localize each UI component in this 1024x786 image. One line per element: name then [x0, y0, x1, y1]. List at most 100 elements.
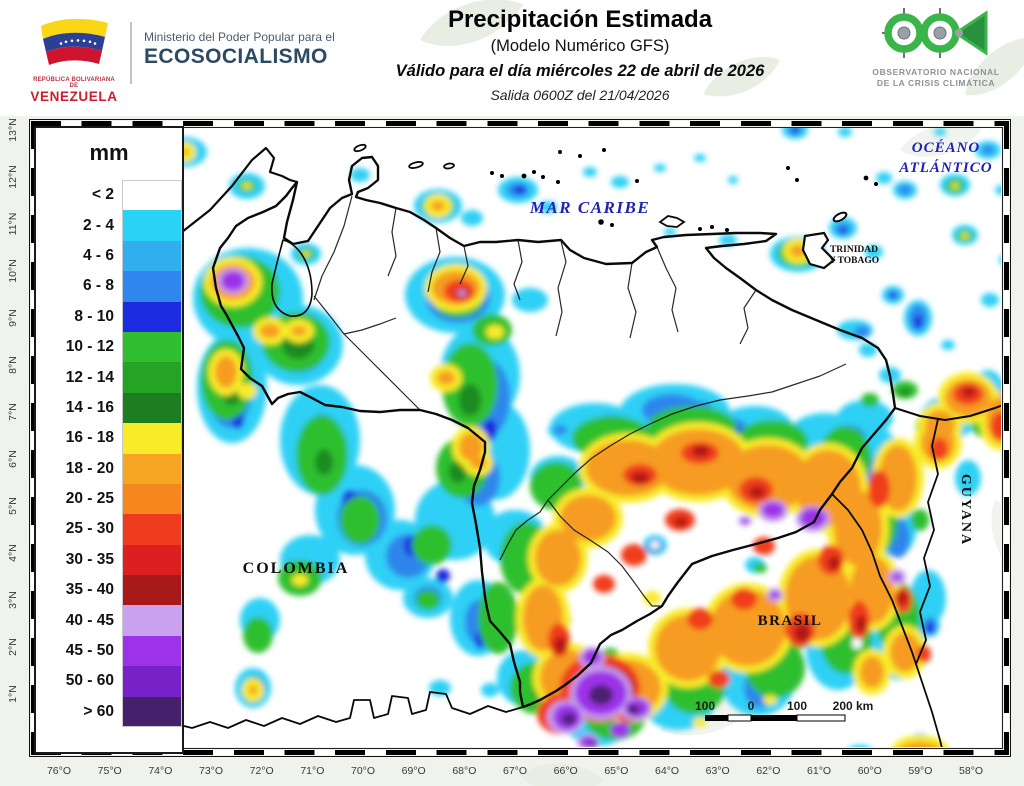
legend-color-swatch [122, 180, 182, 211]
lat-tick-label: 5°N [7, 497, 19, 515]
legend-range-label: > 60 [83, 702, 114, 720]
lon-tick-label: 71°O [300, 765, 324, 777]
lon-tick-label: 60°O [858, 765, 882, 777]
legend-row: 50 - 60 [36, 666, 182, 697]
trinidad-island [801, 231, 836, 270]
ministry-ecosocialismo: ECOSOCIALISMO [144, 45, 328, 68]
lat-tick-label: 8°N [7, 356, 19, 374]
lon-tick-label: 73°O [199, 765, 223, 777]
legend-row: 2 - 4 [36, 210, 182, 241]
legend-color-swatch [122, 635, 182, 667]
republic-label: REPÚBLICA BOLIVARIANA DE [33, 77, 115, 89]
country-borders [180, 146, 1001, 747]
legend-range-label: 2 - 4 [82, 216, 114, 234]
legend-row: 30 - 35 [36, 544, 182, 576]
lat-tick-label: 11°N [7, 213, 19, 236]
legend-row: 8 - 10 [36, 301, 182, 332]
legend-row: 40 - 45 [36, 605, 182, 636]
label-tobago: Y TOBAGO [829, 256, 879, 266]
legend-range-label: 14 - 16 [65, 398, 114, 416]
legend-range-label: 30 - 35 [65, 550, 114, 568]
lon-tick-label: 76°O [47, 765, 71, 777]
lat-tick-label: 2°N [7, 638, 19, 656]
ministry-name: Ministerio del Poder Popular para el [144, 30, 335, 44]
latitude-axis: 13°N 12°N 11°N 10°N 9°N 8°N 7°N 6°N 5°N 4°N 3°N 2°N… [7, 118, 19, 703]
legend-range-label: 8 - 10 [74, 307, 114, 325]
precipitation-field [163, 127, 1001, 747]
guyana-border-east [915, 418, 939, 665]
legend-range-label: 40 - 45 [65, 611, 114, 629]
lat-tick-label: 6°N [7, 450, 19, 468]
lake-maracaibo [271, 239, 313, 317]
label-mar-caribe: MAR CARIBE [529, 198, 650, 217]
legend-range-label: < 2 [92, 186, 114, 204]
legend-row: 35 - 40 [36, 575, 182, 606]
colombia-brazil-border [183, 691, 524, 729]
legend-row: 6 - 8 [36, 271, 182, 302]
legend-range-label: 6 - 8 [82, 277, 114, 295]
lon-tick-label: 67°O [503, 765, 527, 777]
model-subtitle: (Modelo Numérico GFS) [490, 37, 670, 55]
legend-title: mm [89, 140, 129, 165]
lon-tick-label: 68°O [452, 765, 476, 777]
legend-range-label: 12 - 14 [65, 368, 114, 386]
lon-tick-label: 64°O [655, 765, 679, 777]
legend-row: 18 - 20 [36, 453, 182, 484]
label-guyana: GUYANA [958, 474, 973, 546]
lat-tick-label: 12°N [7, 165, 19, 188]
legend-range-label: 20 - 25 [65, 490, 114, 508]
state-borders [313, 195, 847, 607]
lat-tick-label: 13°N [7, 118, 19, 141]
legend-range-label: 25 - 30 [65, 520, 114, 538]
lon-tick-label: 63°O [706, 765, 730, 777]
tobago-island [832, 211, 848, 223]
legend-row: < 2 [36, 180, 182, 211]
legend-color-swatch [122, 210, 182, 241]
lon-tick-label: 72°O [250, 765, 274, 777]
lat-tick-label: 7°N [7, 403, 19, 421]
lon-tick-label: 61°O [807, 765, 831, 777]
header-divider [130, 22, 132, 84]
legend-color-swatch [122, 362, 182, 393]
ministry-logo: REPÚBLICA BOLIVARIANA DE VENEZUELA Minis… [28, 14, 335, 104]
lat-tick-label: 3°N [7, 591, 19, 609]
label-brasil: BRASIL [758, 613, 823, 629]
lat-tick-label: 4°N [7, 544, 19, 562]
lon-tick-label: 62°O [756, 765, 780, 777]
legend-row: 45 - 50 [36, 635, 182, 667]
observatory-line2: DE LA CRISIS CLIMÁTICA [876, 78, 996, 89]
legend-row: 14 - 16 [36, 392, 182, 424]
small-islands [490, 148, 878, 232]
lon-tick-label: 59°O [908, 765, 932, 777]
guyana-brazil-border [831, 493, 943, 747]
legend-color-swatch [122, 483, 182, 515]
islands [353, 143, 878, 270]
legend: mm < 2 2 - 4 4 - 6 6 - 8 8 - 10 10 - 12 12 - 1… [34, 126, 184, 754]
legend-row: 10 - 12 [36, 331, 182, 363]
legend-color-swatch [122, 271, 182, 302]
legend-row: 12 - 14 [36, 362, 182, 393]
svg-text:100: 100 [695, 699, 715, 713]
lon-tick-label: 65°O [604, 765, 628, 777]
legend-range-label: 18 - 20 [65, 459, 114, 477]
legend-color-swatch [122, 301, 182, 332]
map-labels: MAR CARIBE OCÉANO ATLÁNTICO TRINIDAD Y T… [243, 139, 992, 629]
observatory-logo: OBSERVATORIO NACIONAL DE LA CRISIS CLIMÁ… [866, 6, 1006, 89]
legend-row: 20 - 25 [36, 483, 182, 515]
label-oceano: OCÉANO [912, 139, 981, 156]
legend-range-label: 4 - 6 [82, 246, 114, 264]
svg-text:100: 100 [787, 699, 807, 713]
legend-color-swatch [122, 423, 182, 454]
svg-text:0: 0 [748, 699, 755, 713]
scale-bar: 100 0 100 200 km [695, 699, 873, 722]
legend-color-swatch [122, 331, 182, 363]
label-atlantico: ATLÁNTICO [898, 159, 992, 176]
venezuela-flag-icon [41, 18, 108, 65]
colombia-coast [180, 146, 299, 234]
lon-tick-label: 58°O [959, 765, 983, 777]
legend-row: 25 - 30 [36, 514, 182, 545]
legend-range-label: 45 - 50 [65, 642, 114, 660]
margarita-island [658, 215, 686, 228]
label-colombia: COLOMBIA [243, 560, 350, 577]
legend-color-swatch [122, 240, 182, 272]
